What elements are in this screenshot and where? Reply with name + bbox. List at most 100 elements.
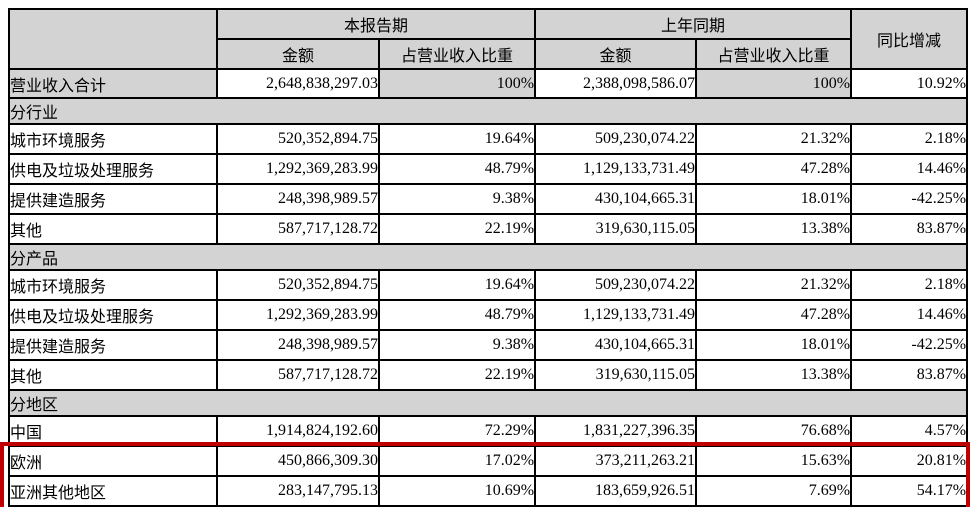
row-label-cell: 欧洲 [8, 445, 218, 477]
ratio-header-prior: 占营业收入比重 [695, 38, 853, 70]
table-row: 中国 1,914,824,192.60 72.29% 1,831,227,396.35… [8, 415, 969, 447]
yoy-cell: 10.92% [850, 68, 969, 99]
section-row: 分地区 [7, 389, 969, 417]
table-row: 提供建造服务 248,398,989.57 9.38% 430,104,665.31 1… [8, 329, 969, 361]
section-label: 分行业 [7, 97, 969, 125]
amount-current-cell: 248,398,989.57 [216, 183, 380, 215]
table-row: 城市环境服务 520,352,894.75 19.64% 509,230,074.22… [8, 123, 969, 155]
ratio-prior-cell: 47.28% [695, 299, 853, 331]
yoy-cell: 14.46% [850, 153, 969, 185]
row-label-cell: 亚洲其他地区 [8, 475, 218, 507]
amount-current-cell: 2,648,838,297.03 [216, 68, 380, 99]
table-row: 提供建造服务 248,398,989.57 9.38% 430,104,665.31 1… [8, 183, 969, 215]
current-period-header: 本报告期 [215, 8, 537, 40]
yoy-cell: 2.18% [850, 269, 969, 301]
row-label-cell: 中国 [8, 415, 218, 447]
amount-prior-cell: 1,129,133,731.49 [534, 299, 698, 331]
yoy-cell: -42.25% [850, 183, 969, 215]
amount-header-current: 金额 [216, 38, 380, 70]
amount-prior-cell: 373,211,263.21 [534, 445, 698, 477]
amount-current-cell: 248,398,989.57 [216, 329, 380, 361]
ratio-prior-cell: 13.38% [695, 359, 853, 391]
yoy-cell: 83.87% [850, 359, 969, 391]
header-row-columns: 金额 占营业收入比重 金额 占营业收入比重 [9, 38, 967, 70]
amount-header-prior: 金额 [534, 38, 698, 70]
row-label-cell: 供电及垃圾处理服务 [8, 299, 218, 331]
ratio-current-cell: 19.64% [377, 269, 537, 301]
ratio-current-cell: 19.64% [377, 123, 537, 155]
ratio-prior-cell: 47.28% [695, 153, 853, 185]
table-row: 城市环境服务 520,352,894.75 19.64% 509,230,074.22… [8, 269, 969, 301]
revenue-breakdown-table: 本报告期 上年同期 同比增减 金额 占营业收入比重 金额 占营业收入比重 营业收… [7, 8, 969, 507]
amount-prior-cell: 1,129,133,731.49 [534, 153, 698, 185]
row-label-cell: 营业收入合计 [8, 68, 218, 99]
row-label-cell: 提供建造服务 [8, 183, 218, 215]
ratio-prior-cell: 18.01% [695, 329, 853, 361]
header-row-groups: 本报告期 上年同期 同比增减 [8, 8, 969, 70]
amount-current-cell: 587,717,128.72 [216, 359, 380, 391]
prior-period-header: 上年同期 [534, 8, 853, 40]
ratio-current-cell: 48.79% [377, 153, 537, 185]
ratio-prior-cell: 7.69% [695, 475, 853, 507]
amount-prior-cell: 183,659,926.51 [534, 475, 698, 507]
yoy-cell: 4.57% [850, 415, 969, 447]
amount-current-cell: 450,866,309.30 [216, 445, 380, 477]
amount-current-cell: 1,914,824,192.60 [216, 415, 380, 447]
amount-prior-cell: 509,230,074.22 [534, 123, 698, 155]
table-row: 供电及垃圾处理服务 1,292,369,283.99 48.79% 1,129,133… [8, 153, 969, 185]
ratio-current-cell: 22.19% [377, 213, 537, 245]
ratio-current-cell: 22.19% [377, 359, 537, 391]
ratio-prior-cell: 76.68% [695, 415, 853, 447]
yoy-cell: 54.17% [850, 475, 969, 507]
table-row: 其他 587,717,128.72 22.19% 319,630,115.05 13.3… [8, 359, 969, 391]
yoy-cell: 20.81% [850, 445, 969, 477]
amount-current-cell: 283,147,795.13 [216, 475, 380, 507]
ratio-current-cell: 72.29% [377, 415, 537, 447]
amount-prior-cell: 1,831,227,396.35 [534, 415, 698, 447]
amount-prior-cell: 430,104,665.31 [534, 329, 698, 361]
yoy-cell: 2.18% [850, 123, 969, 155]
amount-prior-cell: 509,230,074.22 [534, 269, 698, 301]
ratio-prior-cell: 18.01% [695, 183, 853, 215]
ratio-prior-cell: 15.63% [695, 445, 853, 477]
section-label: 分地区 [7, 389, 969, 417]
yoy-cell: 83.87% [850, 213, 969, 245]
section-row: 分产品 [7, 243, 969, 271]
row-label-cell: 其他 [8, 213, 218, 245]
yoy-cell: 14.46% [850, 299, 969, 331]
table-row: 供电及垃圾处理服务 1,292,369,283.99 48.79% 1,129,133… [8, 299, 969, 331]
amount-current-cell: 520,352,894.75 [216, 269, 380, 301]
table-row: 其他 587,717,128.72 22.19% 319,630,115.05 13.3… [8, 213, 969, 245]
amount-current-cell: 520,352,894.75 [216, 123, 380, 155]
yoy-header: 同比增减 [850, 8, 969, 70]
ratio-current-cell: 17.02% [377, 445, 537, 477]
ratio-header-current: 占营业收入比重 [377, 38, 537, 70]
ratio-current-cell: 100% [377, 68, 537, 99]
amount-prior-cell: 319,630,115.05 [534, 359, 698, 391]
amount-prior-cell: 2,388,098,586.07 [534, 68, 698, 99]
ratio-prior-cell: 21.32% [695, 269, 853, 301]
ratio-current-cell: 9.38% [377, 329, 537, 361]
amount-prior-cell: 430,104,665.31 [534, 183, 698, 215]
yoy-cell: -42.25% [850, 329, 969, 361]
amount-prior-cell: 319,630,115.05 [534, 213, 698, 245]
row-label-cell: 城市环境服务 [8, 123, 218, 155]
ratio-prior-cell: 21.32% [695, 123, 853, 155]
section-label: 分产品 [7, 243, 969, 271]
amount-current-cell: 1,292,369,283.99 [216, 299, 380, 331]
ratio-prior-cell: 100% [695, 68, 853, 99]
amount-current-cell: 1,292,369,283.99 [216, 153, 380, 185]
corner-header-cell [8, 8, 218, 70]
table-row: 营业收入合计 2,648,838,297.03 100% 2,388,098,586.… [8, 68, 969, 99]
row-label-cell: 供电及垃圾处理服务 [8, 153, 218, 185]
section-row: 分行业 [7, 97, 969, 125]
ratio-current-cell: 9.38% [377, 183, 537, 215]
ratio-current-cell: 48.79% [377, 299, 537, 331]
table-row: 欧洲 450,866,309.30 17.02% 373,211,263.21 15.6… [8, 445, 969, 477]
row-label-cell: 其他 [8, 359, 218, 391]
row-label-cell: 提供建造服务 [8, 329, 218, 361]
ratio-current-cell: 10.69% [377, 475, 537, 507]
row-label-cell: 城市环境服务 [8, 269, 218, 301]
table-row: 亚洲其他地区 283,147,795.13 10.69% 183,659,926.51… [8, 475, 969, 507]
